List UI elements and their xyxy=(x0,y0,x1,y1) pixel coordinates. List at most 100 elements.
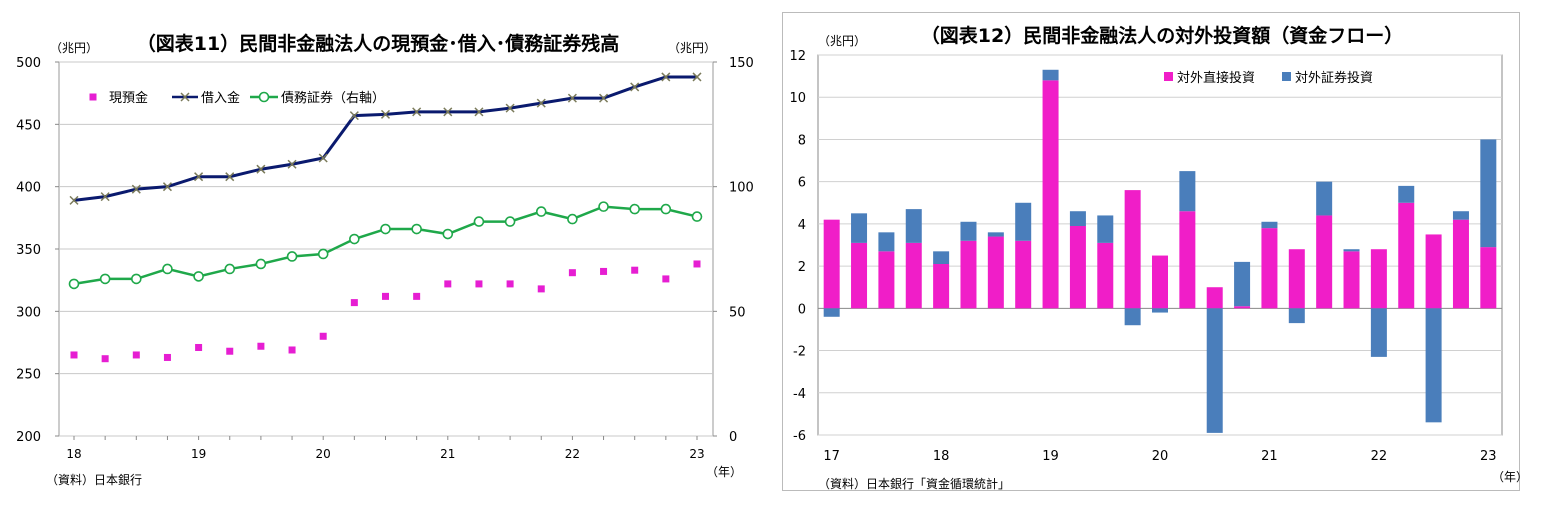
chart2-legend-label: 対外証券投資 xyxy=(1295,70,1373,86)
chart1-point-s1-0 xyxy=(69,195,79,205)
chart1-point-s0-5 xyxy=(226,347,234,355)
chart2-bar-s1-22 xyxy=(1425,308,1442,423)
chart2-bar-s1-24 xyxy=(1480,139,1497,248)
chart2-legend-label: 対外直接投資 xyxy=(1177,70,1255,86)
chart2-bar-s1-1 xyxy=(851,213,868,243)
chart1-point-s1-3 xyxy=(162,182,172,192)
chart1-point-s1-11 xyxy=(412,107,422,117)
chart2-bar-s1-20 xyxy=(1370,308,1387,357)
chart2-bar-s0-13 xyxy=(1179,211,1196,309)
chart1-point-s2-9 xyxy=(349,233,360,245)
chart1-title: （図表11）民間非金融法人の現預金･借入･債務証券残高 xyxy=(137,32,619,55)
chart2-bar-s1-17 xyxy=(1288,308,1305,324)
chart1-x-tick-label: 23 xyxy=(689,447,704,461)
chart1-point-s0-10 xyxy=(382,292,389,300)
chart1-point-s2-3 xyxy=(162,263,173,275)
chart2-bar-s1-23 xyxy=(1452,211,1469,220)
chart1-point-s0-9 xyxy=(350,299,358,307)
chart1-x-tick-label: 21 xyxy=(440,447,455,461)
chart2-x-tick-label: 22 xyxy=(1371,449,1388,464)
chart1-point-s2-13 xyxy=(473,216,485,227)
chart1-point-s0-7 xyxy=(288,346,296,354)
chart1-x-tick-label: 18 xyxy=(66,447,81,461)
chart1-point-s0-1 xyxy=(101,355,109,363)
chart1-point-s0-11 xyxy=(413,292,421,300)
chart1-legend-label: 債務証券（右軸） xyxy=(281,90,385,106)
chart1-point-s1-12 xyxy=(443,107,453,117)
chart2-y-tick-label: 6 xyxy=(798,176,806,191)
chart1-point-s0-17 xyxy=(600,267,608,275)
chart1-point-s2-4 xyxy=(193,271,204,282)
chart2-bar-s1-7 xyxy=(1015,202,1032,241)
chart1-x-tick-label: 19 xyxy=(191,447,206,461)
chart2-y-tick-label: 10 xyxy=(789,91,806,106)
chart1-point-s2-17 xyxy=(598,201,609,212)
chart2-bar-s1-10 xyxy=(1097,215,1114,243)
chart2-x-tick-label: 20 xyxy=(1152,449,1169,464)
chart1-left-tick-label: 300 xyxy=(16,305,41,320)
chart2-bar-s1-11 xyxy=(1124,308,1141,326)
chart2-bar-s0-11 xyxy=(1124,190,1141,309)
chart2-bar-s0-16 xyxy=(1261,228,1278,309)
chart2-y-tick-label: 4 xyxy=(798,218,806,233)
chart2-bar-s0-2 xyxy=(878,251,895,309)
chart1-point-s0-6 xyxy=(257,342,265,350)
chart1-point-s2-0 xyxy=(68,278,80,290)
chart1-left-tick-label: 200 xyxy=(16,430,41,445)
chart2-bar-s0-0 xyxy=(823,219,840,309)
chart1-left-tick-label: 350 xyxy=(16,243,41,258)
chart1-x-unit: （年） xyxy=(706,465,742,479)
chart1: （図表11）民間非金融法人の現預金･借入･債務証券残高 （兆円） （兆円） 20… xyxy=(16,32,754,487)
chart1-point-s1-6 xyxy=(256,164,266,174)
chart2-bar-s0-12 xyxy=(1152,255,1168,309)
chart2-x-tick-label: 23 xyxy=(1480,449,1497,464)
chart1-point-s0-2 xyxy=(132,351,140,359)
chart1-x-tick-label: 22 xyxy=(565,447,580,461)
chart2-bar-s0-23 xyxy=(1452,219,1469,309)
chart2-bar-s0-19 xyxy=(1343,251,1360,309)
chart1-point-s1-16 xyxy=(567,93,577,103)
chart2-bar-s1-4 xyxy=(933,251,950,264)
chart2-bar-s0-5 xyxy=(960,240,977,309)
chart1-point-s2-15 xyxy=(535,206,547,217)
chart2-y-tick-label: -6 xyxy=(793,429,806,444)
chart2-x-tick-label: 21 xyxy=(1261,449,1278,464)
chart2-bar-s1-0 xyxy=(823,308,840,317)
chart2-frame xyxy=(782,12,1520,491)
chart2-bar-s1-6 xyxy=(987,232,1004,237)
chart2-bar-s0-15 xyxy=(1234,306,1251,309)
chart2-y-tick-label: -2 xyxy=(793,345,806,360)
chart2-bar-s0-6 xyxy=(987,236,1004,309)
chart2-source: （資料）日本銀行「資金循環統計」 xyxy=(818,476,1010,491)
chart2-y-tick-label: 0 xyxy=(798,302,806,317)
chart1-right-tick-label: 100 xyxy=(729,181,754,196)
chart2-bar-s1-9 xyxy=(1069,211,1086,226)
chart2-bar-s0-22 xyxy=(1425,234,1442,309)
chart1-point-s0-18 xyxy=(631,266,639,274)
chart1-point-s1-4 xyxy=(194,172,204,182)
chart2-legend-swatch xyxy=(1164,72,1173,81)
chart1-point-s2-11 xyxy=(411,223,422,235)
chart1-point-s0-4 xyxy=(195,343,203,351)
chart1-point-s1-17 xyxy=(599,93,609,103)
chart1-right-tick-label: 0 xyxy=(729,430,737,445)
chart1-right-unit: （兆円） xyxy=(668,41,716,55)
chart1-series-line-1 xyxy=(73,75,697,202)
chart1-point-s1-10 xyxy=(380,109,391,119)
chart1-point-s2-1 xyxy=(99,273,111,285)
chart1-point-s0-8 xyxy=(319,332,327,340)
chart2-x-unit: （年） xyxy=(1492,470,1528,484)
chart2-bar-s1-21 xyxy=(1398,185,1415,203)
chart1-point-s0-16 xyxy=(568,269,576,277)
chart2-bar-s1-14 xyxy=(1206,308,1223,433)
chart1-point-s2-14 xyxy=(504,216,516,227)
chart2-bar-s0-18 xyxy=(1316,215,1333,309)
chart1-left-tick-label: 250 xyxy=(16,368,41,383)
chart2-bar-s0-20 xyxy=(1370,249,1387,309)
chart1-point-s1-2 xyxy=(131,184,141,194)
chart1-point-s2-20 xyxy=(691,211,703,222)
chart2-title: （図表12）民間非金融法人の対外投資額（資金フロー） xyxy=(921,24,1403,47)
chart1-point-s0-15 xyxy=(537,285,545,293)
chart2-bar-s1-5 xyxy=(960,221,977,241)
chart1-point-s2-2 xyxy=(131,273,142,285)
